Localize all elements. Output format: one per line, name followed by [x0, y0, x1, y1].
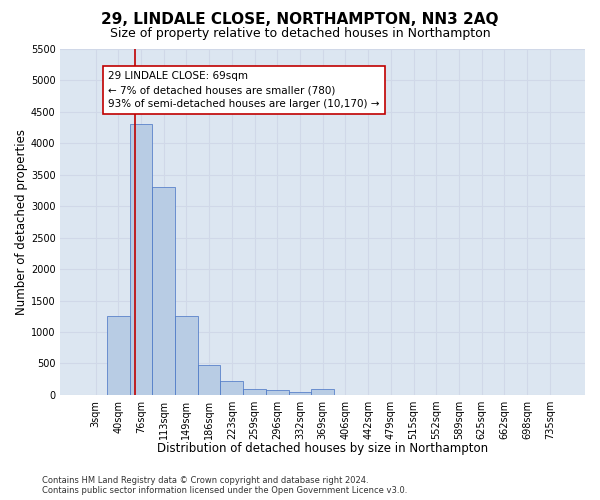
Text: 29, LINDALE CLOSE, NORTHAMPTON, NN3 2AQ: 29, LINDALE CLOSE, NORTHAMPTON, NN3 2AQ — [101, 12, 499, 28]
Bar — [289, 392, 311, 395]
Bar — [198, 364, 220, 395]
Bar — [220, 381, 243, 395]
Text: Contains HM Land Registry data © Crown copyright and database right 2024.
Contai: Contains HM Land Registry data © Crown c… — [42, 476, 407, 495]
Bar — [130, 124, 152, 395]
Text: 29 LINDALE CLOSE: 69sqm
← 7% of detached houses are smaller (780)
93% of semi-de: 29 LINDALE CLOSE: 69sqm ← 7% of detached… — [108, 71, 380, 109]
Y-axis label: Number of detached properties: Number of detached properties — [15, 129, 28, 315]
Bar — [266, 390, 289, 395]
Bar — [311, 388, 334, 395]
Bar — [107, 316, 130, 395]
X-axis label: Distribution of detached houses by size in Northampton: Distribution of detached houses by size … — [157, 442, 488, 455]
Bar — [175, 316, 198, 395]
Bar — [243, 388, 266, 395]
Bar — [152, 188, 175, 395]
Text: Size of property relative to detached houses in Northampton: Size of property relative to detached ho… — [110, 28, 490, 40]
